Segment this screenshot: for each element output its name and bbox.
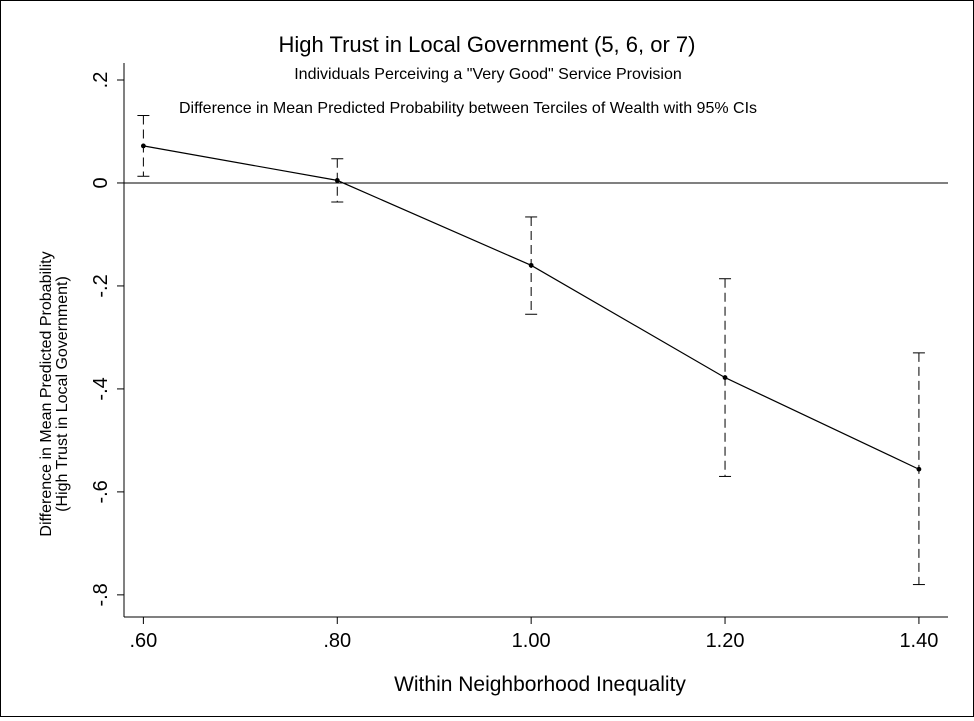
y-tick-label: 0 bbox=[90, 177, 112, 188]
data-point bbox=[334, 177, 340, 183]
plot-area: .2 0 -.2 -.4 -.6 -.8 .60 .80 1.00 1.20 1.40 bbox=[90, 63, 948, 652]
y-tick-label: .2 bbox=[90, 72, 112, 89]
data-point bbox=[528, 262, 534, 268]
x-tick-label: 1.20 bbox=[706, 630, 745, 652]
data-point bbox=[722, 375, 728, 380]
y-axis-title-line1: Difference in Mean Predicted Probability bbox=[38, 251, 55, 536]
x-tick-label: 1.00 bbox=[512, 630, 551, 652]
x-tick-label: .60 bbox=[129, 630, 157, 652]
y-tick-label: -.6 bbox=[90, 480, 112, 503]
y-axis-title-line2: (High Trust in Local Government) bbox=[54, 276, 71, 512]
x-tick-label: 1.40 bbox=[899, 630, 938, 652]
y-tick-label: -.2 bbox=[90, 274, 112, 297]
y-axis-title: Difference in Mean Predicted Probability… bbox=[38, 251, 71, 536]
y-tick-label: -.8 bbox=[90, 583, 112, 606]
x-axis-title: Within Neighborhood Inequality bbox=[394, 673, 686, 696]
x-tick-label: .80 bbox=[323, 630, 351, 652]
chart-subtitle: Individuals Perceiving a "Very Good" Ser… bbox=[294, 66, 682, 83]
data-point bbox=[140, 143, 146, 149]
chart-title: High Trust in Local Government (5, 6, or… bbox=[279, 32, 696, 57]
chart-note: Difference in Mean Predicted Probability… bbox=[179, 100, 757, 117]
data-point bbox=[916, 466, 922, 472]
y-tick-label: -.4 bbox=[90, 377, 112, 400]
